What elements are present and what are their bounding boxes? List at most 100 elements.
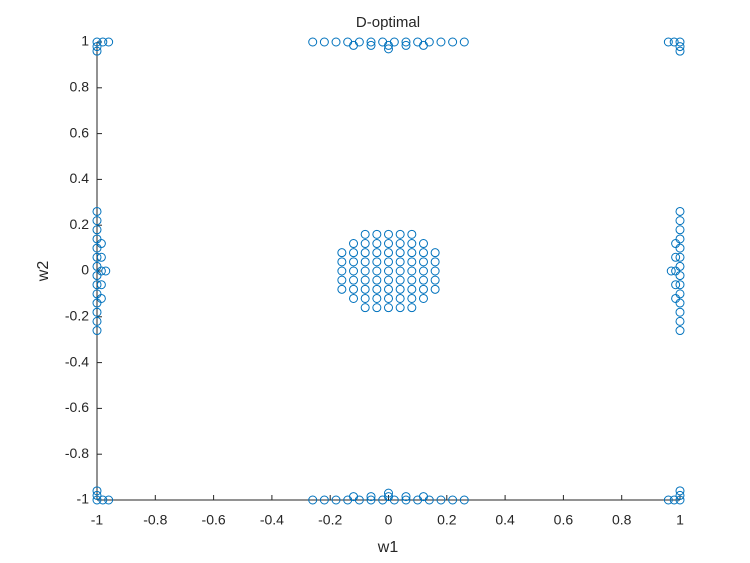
point — [366, 40, 376, 50]
point — [98, 37, 108, 47]
point — [384, 266, 393, 276]
point — [459, 37, 469, 47]
point — [671, 266, 681, 276]
point — [92, 495, 102, 505]
point — [101, 266, 111, 276]
point — [92, 280, 102, 290]
point — [675, 280, 685, 290]
point — [418, 239, 428, 249]
point — [384, 248, 393, 258]
point — [407, 284, 417, 294]
point — [92, 490, 102, 500]
point — [401, 495, 411, 505]
point — [671, 252, 681, 262]
point — [395, 229, 405, 239]
point — [92, 225, 102, 235]
point — [675, 206, 685, 216]
point — [92, 42, 102, 52]
point — [675, 326, 685, 336]
point — [331, 495, 341, 505]
point — [430, 266, 440, 276]
point — [407, 257, 417, 267]
point — [384, 303, 393, 313]
point — [366, 495, 376, 505]
point — [418, 492, 428, 502]
point — [366, 37, 376, 47]
point — [436, 495, 446, 505]
point — [349, 239, 359, 249]
point — [319, 37, 329, 47]
point — [92, 326, 102, 336]
point — [360, 303, 370, 313]
point — [395, 239, 405, 249]
point — [675, 486, 685, 496]
x-axis-label: w1 — [377, 539, 399, 556]
y-tick-label: 0.4 — [70, 170, 90, 186]
x-tick-label: -0.6 — [202, 512, 226, 528]
x-tick-label: 0 — [385, 512, 393, 528]
x-tick-label: -0.8 — [143, 512, 167, 528]
y-tick-label: 0.2 — [70, 216, 90, 232]
x-tick-label: 0.8 — [612, 512, 632, 528]
point — [349, 284, 359, 294]
point — [96, 266, 106, 276]
x-tick-label: 0.6 — [554, 512, 574, 528]
point — [675, 252, 685, 262]
point — [418, 40, 428, 50]
point — [372, 239, 382, 249]
x-tick-label: 1 — [676, 512, 684, 528]
point — [430, 275, 440, 285]
point — [372, 257, 382, 267]
point — [401, 37, 411, 47]
point — [407, 239, 417, 249]
point — [337, 275, 347, 285]
point — [360, 239, 370, 249]
point — [671, 239, 681, 249]
point — [669, 37, 679, 47]
point — [663, 495, 673, 505]
y-axis-label: w2 — [35, 261, 52, 283]
point — [384, 229, 393, 239]
point — [92, 316, 102, 326]
point — [384, 275, 393, 285]
point — [418, 293, 428, 303]
y-tick-label: 1 — [81, 33, 89, 49]
point — [675, 42, 685, 52]
y-tick-label: 0.8 — [70, 79, 90, 95]
point — [372, 266, 382, 276]
y-tick-label: 0 — [81, 262, 89, 278]
point — [372, 293, 382, 303]
point — [349, 248, 359, 258]
point — [671, 293, 681, 303]
point — [395, 248, 405, 258]
point — [349, 293, 359, 303]
point — [407, 303, 417, 313]
y-tick-label: -0.6 — [65, 399, 89, 415]
point — [96, 280, 106, 290]
point — [372, 275, 382, 285]
point — [372, 248, 382, 258]
point — [366, 492, 376, 502]
point — [418, 266, 428, 276]
point — [430, 257, 440, 267]
point — [384, 239, 393, 249]
point — [675, 46, 685, 56]
point — [372, 229, 382, 239]
y-tick-label: -0.2 — [65, 308, 89, 324]
point — [430, 284, 440, 294]
point — [663, 37, 673, 47]
point — [360, 284, 370, 294]
point — [675, 216, 685, 226]
point — [96, 293, 106, 303]
point — [407, 275, 417, 285]
point — [407, 266, 417, 276]
point — [360, 257, 370, 267]
x-tick-label: 0.4 — [495, 512, 515, 528]
point — [98, 495, 108, 505]
point — [92, 37, 102, 47]
point — [395, 293, 405, 303]
point — [337, 284, 347, 294]
point — [384, 488, 393, 498]
